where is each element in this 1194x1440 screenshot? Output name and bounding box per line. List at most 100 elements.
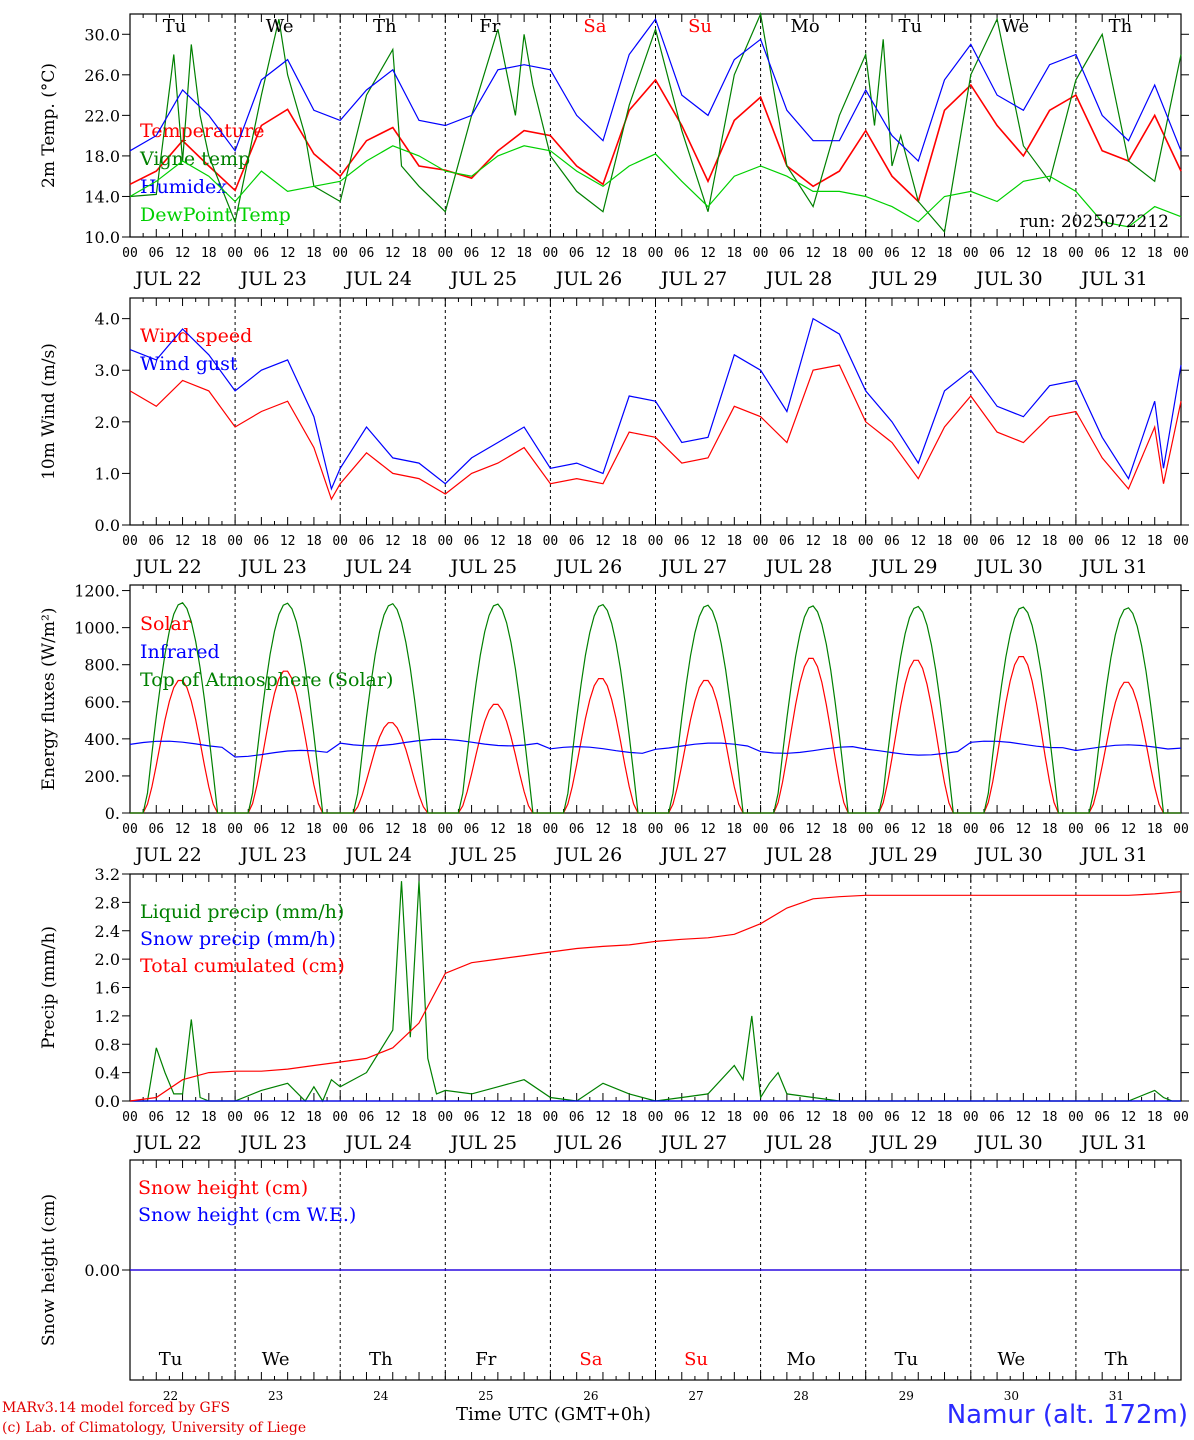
legend-energy-2: Top of Atmosphere (Solar) bbox=[140, 669, 393, 691]
y-tick-label-wind: 3.0 bbox=[95, 361, 120, 380]
y-axis-label-wind: 10m Wind (m/s) bbox=[39, 343, 59, 480]
day-number-7: 29 bbox=[899, 1389, 914, 1403]
hour-label-temp: 18 bbox=[726, 246, 742, 261]
hour-label-temp: 18 bbox=[937, 246, 953, 261]
date-label-wind: JUL 23 bbox=[238, 556, 306, 578]
hour-label-wind: 06 bbox=[884, 534, 900, 549]
weekday-bottom-1: We bbox=[262, 1349, 290, 1370]
y-tick-label-energy: 200. bbox=[84, 767, 120, 786]
weekday-bottom-5: Su bbox=[684, 1349, 708, 1370]
hour-label-wind: 12 bbox=[1121, 534, 1137, 549]
day-number-2: 24 bbox=[373, 1389, 389, 1403]
day-number-4: 26 bbox=[583, 1389, 598, 1403]
hour-label-energy: 00 bbox=[227, 822, 243, 837]
y-tick-label-precip: 0.8 bbox=[95, 1035, 120, 1054]
hour-label-energy: 12 bbox=[910, 822, 926, 837]
hour-label-energy: 06 bbox=[359, 822, 375, 837]
hour-label-wind: 00 bbox=[332, 534, 348, 549]
hour-label-wind: 06 bbox=[359, 534, 375, 549]
hour-label-temp: 12 bbox=[280, 246, 296, 261]
hour-label-temp: 18 bbox=[516, 246, 532, 261]
weekday-top-5: Su bbox=[688, 16, 712, 37]
hour-label-wind: 18 bbox=[1042, 534, 1058, 549]
hour-label-precip: 12 bbox=[595, 1110, 611, 1125]
hour-label-precip: 18 bbox=[1042, 1110, 1058, 1125]
hour-label-temp: 00 bbox=[648, 246, 664, 261]
date-label-energy: JUL 24 bbox=[344, 844, 412, 866]
y-tick-label-wind: 2.0 bbox=[95, 413, 120, 432]
y-tick-label-temp: 10.0 bbox=[84, 228, 120, 247]
hour-label-energy: 06 bbox=[884, 822, 900, 837]
hour-label-temp: 18 bbox=[306, 246, 322, 261]
hour-label-energy: 12 bbox=[1016, 822, 1032, 837]
hour-label-temp: 12 bbox=[1016, 246, 1032, 261]
hour-label-energy: 06 bbox=[464, 822, 480, 837]
date-label-wind: JUL 22 bbox=[133, 556, 201, 578]
legend-precip-0: Liquid precip (mm/h) bbox=[140, 901, 344, 923]
hour-label-precip: 18 bbox=[306, 1110, 322, 1125]
hour-label-temp: 06 bbox=[1094, 246, 1110, 261]
hour-label-temp: 06 bbox=[569, 246, 585, 261]
weekday-bottom-3: Fr bbox=[475, 1349, 496, 1370]
date-label-wind: JUL 31 bbox=[1079, 556, 1147, 578]
date-label-precip: JUL 23 bbox=[238, 1132, 306, 1154]
hour-label-wind: 00 bbox=[122, 534, 138, 549]
hour-label-energy: 06 bbox=[1094, 822, 1110, 837]
weekday-bottom-0: Tu bbox=[159, 1349, 183, 1370]
hour-label-precip: 18 bbox=[201, 1110, 217, 1125]
hour-label-temp: 00 bbox=[227, 246, 243, 261]
hour-label-wind: 18 bbox=[937, 534, 953, 549]
hour-label-temp: 12 bbox=[595, 246, 611, 261]
hour-label-energy: 00 bbox=[332, 822, 348, 837]
hour-label-energy: 12 bbox=[595, 822, 611, 837]
hour-label-energy: 06 bbox=[569, 822, 585, 837]
hour-label-energy: 18 bbox=[411, 822, 427, 837]
y-tick-label-wind: 4.0 bbox=[95, 310, 120, 329]
weekday-top-6: Mo bbox=[791, 16, 820, 37]
weekday-top-2: Th bbox=[373, 16, 397, 37]
hour-label-temp: 00 bbox=[543, 246, 559, 261]
hour-label-temp: 12 bbox=[700, 246, 716, 261]
legend-energy-0: Solar bbox=[140, 613, 192, 635]
y-tick-label-snow: 0.00 bbox=[84, 1261, 120, 1280]
date-label-temp: JUL 22 bbox=[133, 268, 201, 290]
hour-label-precip: 18 bbox=[516, 1110, 532, 1125]
legend-precip-2: Total cumulated (cm) bbox=[140, 955, 345, 977]
y-tick-label-precip: 1.2 bbox=[95, 1007, 120, 1026]
y-tick-label-temp: 22.0 bbox=[84, 106, 120, 125]
hour-label-wind: 00 bbox=[753, 534, 769, 549]
date-label-energy: JUL 27 bbox=[659, 844, 727, 866]
hour-label-energy: 06 bbox=[779, 822, 795, 837]
hour-label-precip: 06 bbox=[989, 1110, 1005, 1125]
hour-label-wind: 06 bbox=[254, 534, 270, 549]
date-label-energy: JUL 31 bbox=[1079, 844, 1147, 866]
date-label-energy: JUL 29 bbox=[869, 844, 937, 866]
hour-label-energy: 12 bbox=[805, 822, 821, 837]
day-number-5: 27 bbox=[688, 1389, 703, 1403]
y-tick-label-energy: 1000. bbox=[74, 619, 120, 638]
legend-snow-0: Snow height (cm) bbox=[138, 1177, 308, 1199]
hour-label-wind: 12 bbox=[490, 534, 506, 549]
legend-temp-3: DewPoint Temp bbox=[140, 204, 291, 226]
y-tick-label-energy: 600. bbox=[84, 693, 120, 712]
hour-label-temp: 00 bbox=[332, 246, 348, 261]
hour-label-wind: 06 bbox=[779, 534, 795, 549]
date-label-precip: JUL 26 bbox=[554, 1132, 622, 1154]
hour-label-energy: 06 bbox=[674, 822, 690, 837]
hour-label-precip: 12 bbox=[280, 1110, 296, 1125]
date-label-precip: JUL 30 bbox=[974, 1132, 1042, 1154]
credit-line-lab: (c) Lab. of Climatology, University of L… bbox=[2, 1420, 307, 1436]
hour-label-temp: 18 bbox=[1042, 246, 1058, 261]
legend-energy-1: Infrared bbox=[140, 641, 220, 663]
hour-label-energy: 18 bbox=[937, 822, 953, 837]
y-tick-label-energy: 400. bbox=[84, 730, 120, 749]
hour-label-temp: 18 bbox=[832, 246, 848, 261]
hour-label-wind: 00 bbox=[543, 534, 559, 549]
hour-label-precip: 06 bbox=[464, 1110, 480, 1125]
hour-label-energy: 18 bbox=[726, 822, 742, 837]
hour-label-end-temp: 00 bbox=[1173, 246, 1189, 261]
date-label-energy: JUL 23 bbox=[238, 844, 306, 866]
hour-label-temp: 06 bbox=[779, 246, 795, 261]
hour-label-energy: 06 bbox=[148, 822, 164, 837]
hour-label-temp: 00 bbox=[753, 246, 769, 261]
